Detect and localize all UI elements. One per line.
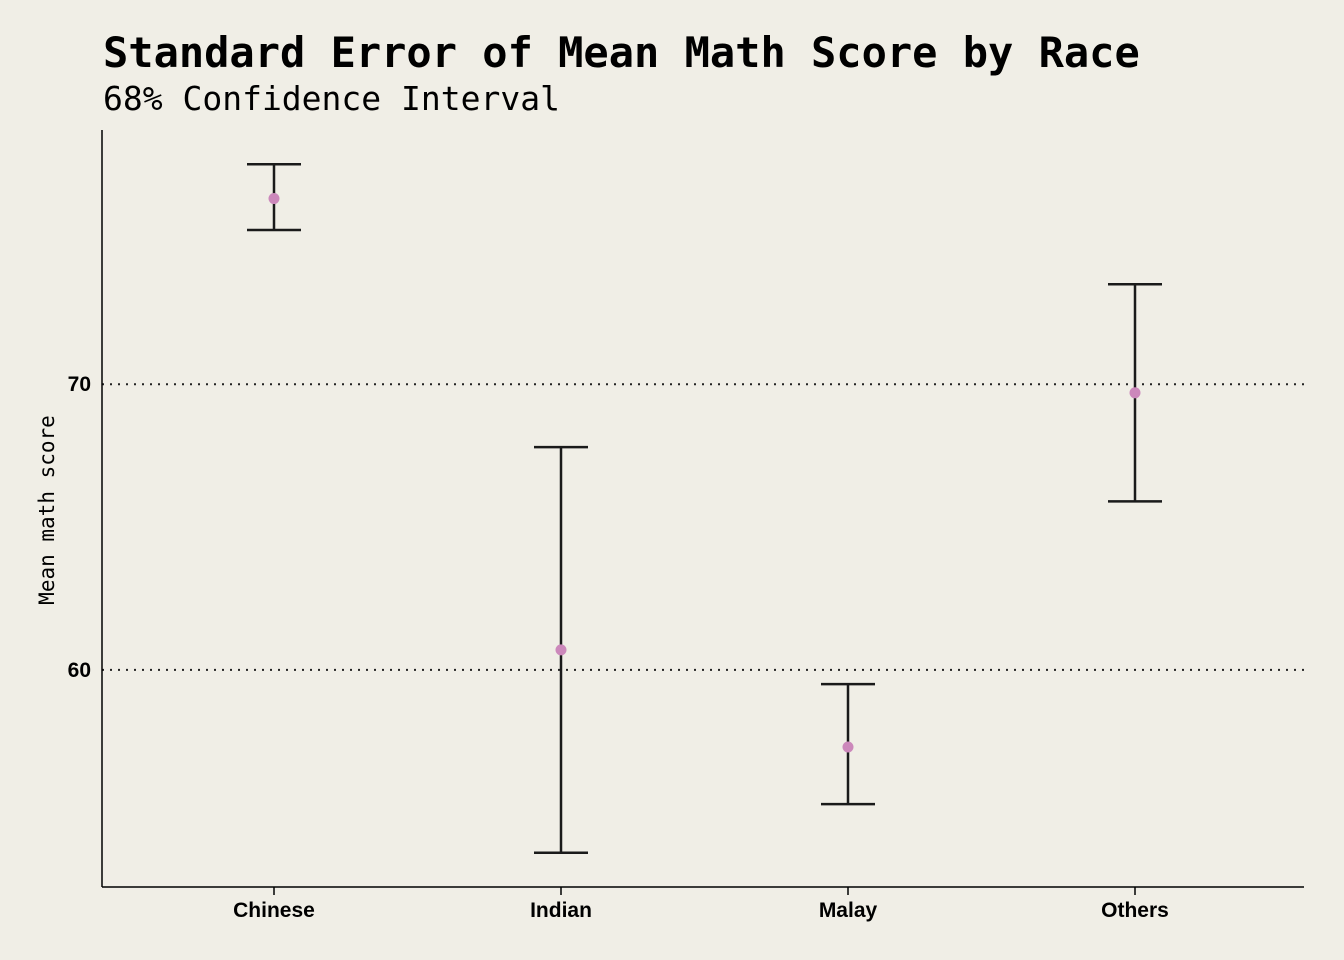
mean-point-indian [555,644,567,656]
x-tick-label-malay: Malay [819,899,878,922]
y-tick-label-60: 60 [68,659,91,682]
x-tick-label-others: Others [1101,899,1169,922]
y-tick-label-70: 70 [68,373,91,396]
mean-point-malay [842,741,854,753]
mean-point-chinese [268,193,280,205]
axis-layer: 60 70 Chinese Indian Malay Others [68,130,1304,922]
y-axis-label: Mean math score [35,415,59,605]
x-tick-label-indian: Indian [530,899,592,922]
chart-title: Standard Error of Mean Math Score by Rac… [103,28,1140,77]
mean-point-others [1129,387,1141,399]
chart-subtitle: 68% Confidence Interval [103,79,560,118]
marks-layer [247,163,1162,854]
x-tick-label-chinese: Chinese [233,899,315,922]
grid-layer [102,383,1304,671]
